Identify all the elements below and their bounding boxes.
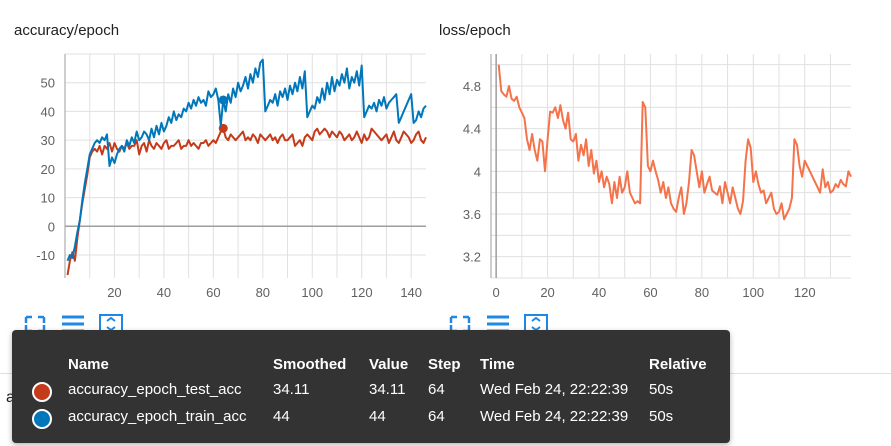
y-tick-label: 20 (41, 162, 55, 177)
data-tooltip: Name Smoothed Value Step Time Relative a… (12, 330, 730, 443)
tooltip-header-step: Step (428, 356, 461, 373)
series-swatch-test (32, 382, 52, 402)
y-tick-label: 50 (41, 76, 55, 91)
tooltip-step: 64 (428, 381, 445, 398)
x-tick-label: 60 (643, 285, 657, 300)
tooltip-row: accuracy_epoch_test_acc 34.11 34.11 64 W… (12, 381, 730, 403)
y-tick-label: 3.6 (463, 207, 481, 222)
tooltip-header-relative: Relative (649, 356, 707, 373)
x-tick-label: 20 (540, 285, 554, 300)
tooltip-series-name: accuracy_epoch_train_acc (68, 408, 247, 425)
y-tick-label: 40 (41, 104, 55, 119)
y-tick-label: 0 (48, 219, 55, 234)
x-tick-label: 60 (206, 285, 220, 300)
y-tick-label: 4.8 (463, 79, 481, 94)
y-tick-label: 4.4 (463, 122, 481, 137)
series-line (497, 64, 852, 221)
tooltip-time: Wed Feb 24, 22:22:39 (480, 381, 629, 398)
x-tick-label: 140 (400, 285, 422, 300)
tooltip-smoothed: 44 (273, 408, 290, 425)
series-loss_epoch (497, 64, 852, 221)
tooltip-header-value: Value (369, 356, 409, 373)
y-tick-label: 30 (41, 133, 55, 148)
x-tick-label: 120 (351, 285, 373, 300)
highlight-point (218, 95, 228, 105)
y-tick-label: -10 (36, 248, 55, 263)
tooltip-header-name: Name (68, 356, 109, 373)
tooltip-relative: 50s (649, 381, 674, 398)
tooltip-row: accuracy_epoch_train_acc 44 44 64 Wed Fe… (12, 408, 730, 430)
x-tick-label: 100 (301, 285, 323, 300)
tooltip-time: Wed Feb 24, 22:22:39 (480, 408, 629, 425)
tooltip-header-time: Time (480, 356, 515, 373)
loss-chart-title: loss/epoch (439, 22, 511, 39)
accuracy-chart-title: accuracy/epoch (14, 22, 120, 39)
x-tick-label: 80 (695, 285, 709, 300)
tooltip-header-row: Name Smoothed Value Step Time Relative (12, 356, 730, 378)
tooltip-header-smoothed: Smoothed (273, 356, 347, 373)
series-line (66, 127, 427, 276)
x-tick-label: 120 (794, 285, 816, 300)
x-tick-label: 80 (256, 285, 270, 300)
x-tick-label: 0 (493, 285, 500, 300)
series-swatch-train (32, 409, 52, 429)
x-tick-label: 20 (107, 285, 121, 300)
tooltip-step: 64 (428, 408, 445, 425)
series-accuracy_epoch_train_acc (66, 58, 427, 262)
y-tick-label: 10 (41, 191, 55, 206)
y-tick-label: 4 (474, 164, 481, 179)
tooltip-value: 34.11 (369, 381, 406, 398)
x-tick-label: 40 (157, 285, 171, 300)
tooltip-series-name: accuracy_epoch_test_acc (68, 381, 242, 398)
x-tick-label: 40 (592, 285, 606, 300)
tooltip-smoothed: 34.11 (273, 381, 310, 398)
tooltip-value: 44 (369, 408, 386, 425)
series-line (66, 58, 427, 262)
tooltip-relative: 50s (649, 408, 674, 425)
x-tick-label: 100 (742, 285, 764, 300)
y-tick-label: 3.2 (463, 250, 481, 265)
